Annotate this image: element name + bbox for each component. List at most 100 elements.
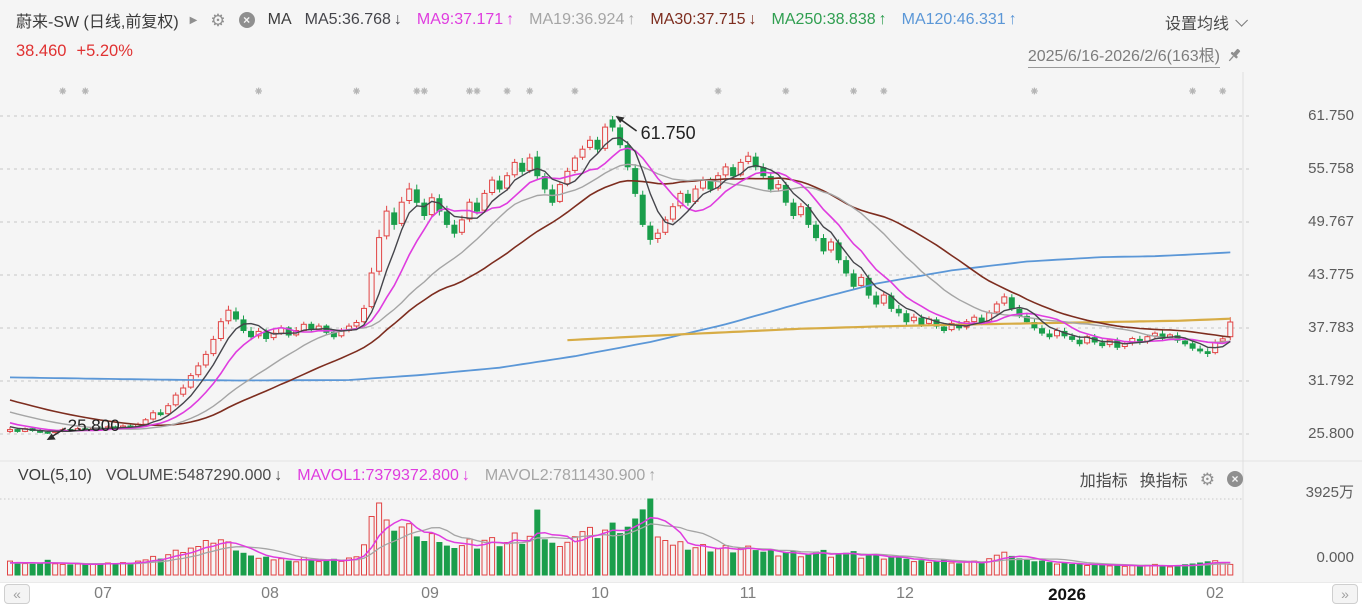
instrument-title: 蔚来-SW (日线,前复权) (16, 14, 179, 31)
high-price-annotation: 61.750 (641, 123, 696, 143)
close-icon[interactable]: × (238, 12, 255, 28)
time-axis-band (0, 583, 1362, 606)
event-marker-icon[interactable] (880, 87, 888, 95)
vol-value-2: MAVOL2:7811430.900 ↑ (485, 467, 656, 485)
vol-value-arrow-0: ↓ (274, 467, 283, 484)
scroll-left-button[interactable]: « (4, 584, 30, 604)
event-marker-icon[interactable] (420, 87, 428, 95)
event-marker-icon[interactable] (255, 87, 263, 95)
ma-value-arrow-1: ↑ (506, 11, 515, 28)
price-axis-tick: 49.767 (1308, 213, 1354, 230)
volume-axis-zero: 0.000 (1316, 549, 1354, 566)
last-price: 38.460 (16, 42, 67, 60)
ma9-line (9, 147, 1231, 432)
ma-value-arrow-5: ↑ (1008, 11, 1017, 28)
ma19-line (9, 163, 1231, 430)
volume-bars (7, 498, 1234, 576)
gear-icon[interactable]: ⚙ (210, 10, 226, 30)
volume-axis-max: 3925万 (1305, 484, 1354, 501)
event-marker-icon[interactable] (571, 87, 579, 95)
volume-panel-controls: 加指标 换指标 ⚙ × (1080, 467, 1243, 491)
event-marker-icon[interactable] (59, 87, 67, 95)
pin-icon[interactable] (1226, 47, 1243, 64)
candlestick-series (7, 116, 1234, 434)
event-markers (59, 87, 1227, 95)
ma-value-label-5: MA120:46.331 (901, 11, 1006, 28)
low-price-annotation: 25.800 (68, 416, 120, 435)
ma120-line (9, 251, 1231, 382)
time-axis-tick: 11 (739, 585, 757, 602)
ma-value-arrow-4: ↑ (878, 11, 887, 28)
ma250-line (567, 317, 1231, 342)
vol-value-label-2: MAVOL2:7811430.900 (484, 467, 646, 484)
ma-group-label: MA (267, 11, 292, 28)
price-axis-tick: 61.750 (1308, 107, 1354, 124)
event-marker-icon[interactable] (473, 87, 481, 95)
event-marker-icon[interactable] (782, 87, 790, 95)
chart-header: 蔚来-SW (日线,前复权) ▶ ⚙ × MA MA5:36.768 ↓ MA9:3… (16, 8, 1017, 32)
event-marker-icon[interactable] (1189, 87, 1196, 95)
ma-value-label-1: MA9:37.171 (416, 11, 504, 28)
time-axis-tick: 10 (591, 585, 609, 602)
mavol2-line (9, 523, 1231, 567)
ma-value-1: MA9:37.171 ↑ (417, 11, 514, 29)
event-marker-icon[interactable] (413, 87, 421, 95)
vol-value-0: VOLUME:5487290.000 ↓ (106, 467, 282, 485)
time-axis-tick: 2026 (1048, 585, 1086, 604)
collapse-arrow-icon[interactable]: ▶ (189, 14, 198, 26)
ma-value-3: MA30:37.715 ↓ (650, 11, 756, 29)
time-axis-tick: 07 (94, 585, 112, 602)
vol-value-arrow-1: ↓ (461, 467, 470, 484)
mavol1-line (9, 516, 1231, 567)
event-marker-icon[interactable] (503, 87, 511, 95)
vol-value-arrow-2: ↑ (648, 467, 657, 484)
time-axis-tick: 12 (896, 585, 914, 602)
vol-value-label-0: VOLUME:5487290.000 (105, 467, 272, 484)
time-axis-tick: 08 (261, 585, 279, 602)
event-marker-icon[interactable] (1031, 87, 1038, 95)
vol-value-label-1: MAVOL1:7379372.800 (297, 467, 459, 484)
price-axis-tick: 43.775 (1308, 266, 1354, 283)
ma-value-label-4: MA250:38.838 (771, 11, 876, 28)
gridlines (0, 72, 1362, 584)
volume-values-row: VOLUME:5487290.000 ↓ MAVOL1:7379372.800 ↓ MA… (106, 467, 656, 485)
ma-value-arrow-3: ↓ (748, 11, 757, 28)
ma-value-arrow-0: ↓ (393, 11, 402, 28)
gear-icon[interactable]: ⚙ (1199, 469, 1215, 489)
date-range-control[interactable]: 2025/6/16-2026/2/6(163根) (1027, 42, 1243, 68)
vol-value-1: MAVOL1:7379372.800 ↓ (297, 467, 470, 485)
price-annotations: 61.750 25.800 (46, 116, 696, 440)
ma-value-4: MA250:38.838 ↑ (772, 11, 887, 29)
time-axis-tick: 09 (421, 585, 439, 602)
date-range-label[interactable]: 2025/6/16-2026/2/6(163根) (1027, 42, 1220, 68)
event-marker-icon[interactable] (353, 87, 360, 95)
price-readout: 38.460 +5.20% (16, 42, 133, 61)
add-indicator-button[interactable]: 加指标 (1079, 473, 1128, 490)
switch-indicator-button[interactable]: 换指标 (1139, 473, 1188, 490)
ma-value-label-0: MA5:36.768 (304, 11, 391, 28)
event-marker-icon[interactable] (81, 87, 89, 95)
volume-indicator-header: VOL(5,10) VOLUME:5487290.000 ↓ MAVOL1:7379… (18, 467, 656, 485)
ma30-line (9, 177, 1231, 427)
ma-value-label-3: MA30:37.715 (650, 11, 746, 28)
event-marker-icon[interactable] (1219, 87, 1227, 95)
price-axis-tick: 37.783 (1308, 319, 1354, 336)
close-icon[interactable]: × (1227, 471, 1243, 487)
ma-value-label-2: MA19:36.924 (529, 11, 625, 28)
price-axis-tick: 31.792 (1308, 372, 1354, 389)
event-marker-icon[interactable] (466, 87, 473, 95)
event-marker-icon[interactable] (714, 87, 722, 95)
event-marker-icon[interactable] (526, 87, 534, 95)
ma-values-row: MA5:36.768 ↓ MA9:37.171 ↑ MA19:36.924 ↑ MA30:3… (305, 11, 1017, 29)
ma-value-2: MA19:36.924 ↑ (529, 11, 635, 29)
ma-settings-button[interactable]: 设置均线 (1164, 10, 1248, 34)
ma-value-0: MA5:36.768 ↓ (305, 11, 402, 29)
price-change-percent: +5.20% (76, 42, 133, 60)
price-axis-tick: 25.800 (1308, 425, 1354, 442)
time-axis-tick: 02 (1206, 585, 1224, 602)
event-marker-icon[interactable] (850, 87, 857, 95)
scroll-right-button[interactable]: » (1332, 584, 1358, 604)
ma-settings-label: 设置均线 (1164, 16, 1229, 33)
